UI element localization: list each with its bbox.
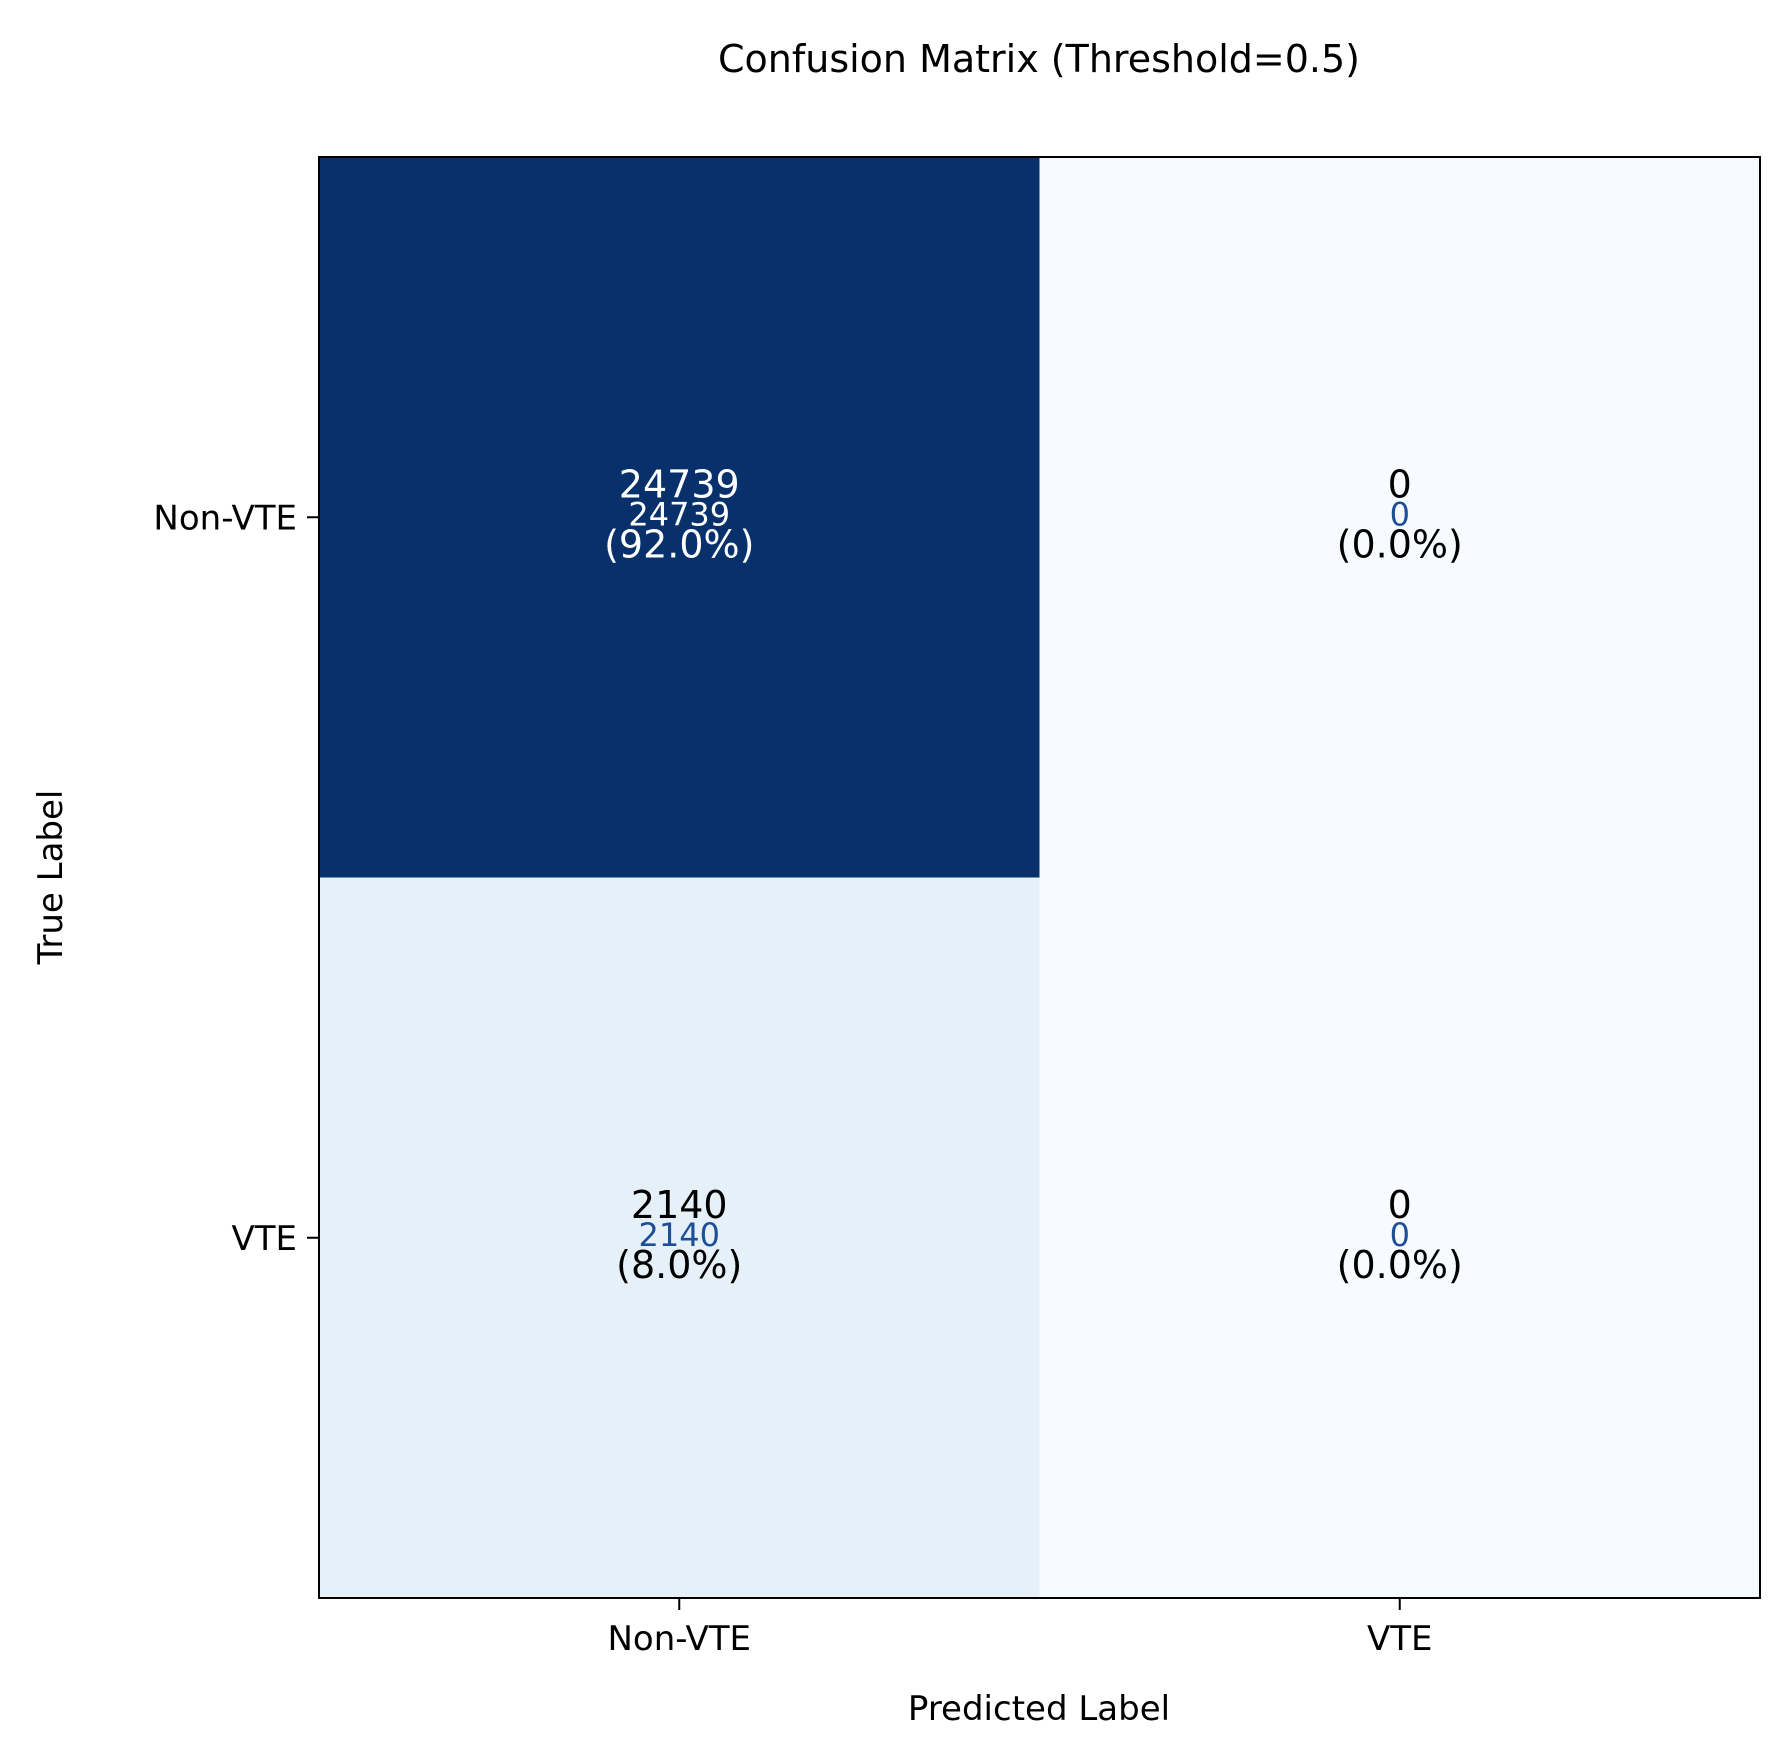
cell-count-label: 2140 bbox=[631, 1183, 728, 1227]
axis-ticks: Non-VTE VTE Non-VTE VTE bbox=[153, 498, 1432, 1659]
cell-overlay-count-label: 2140 bbox=[639, 1216, 720, 1254]
matrix-cell bbox=[319, 877, 1040, 1599]
x-tick-label: VTE bbox=[1367, 1619, 1433, 1659]
chart-title: Confusion Matrix (Threshold=0.5) bbox=[718, 37, 1360, 81]
matrix-cells bbox=[319, 157, 1761, 1599]
matrix-cell bbox=[1039, 877, 1761, 1599]
cell-overlay-count-label: 24739 bbox=[628, 495, 730, 533]
cell-percent-label: (0.0%) bbox=[1337, 1243, 1463, 1287]
cell-percent-label: (8.0%) bbox=[616, 1243, 742, 1287]
y-tick-label: VTE bbox=[231, 1219, 297, 1259]
cell-percent-label: (0.0%) bbox=[1337, 522, 1463, 566]
y-tick-label: Non-VTE bbox=[153, 498, 297, 538]
x-axis-label: Predicted Label bbox=[908, 1689, 1170, 1729]
cell-overlay-count-label: 0 bbox=[1390, 495, 1410, 533]
matrix-cell bbox=[1039, 157, 1761, 878]
cell-overlay-count-label: 0 bbox=[1390, 1216, 1410, 1254]
plot-frame bbox=[318, 156, 1761, 1599]
cell-count-label: 0 bbox=[1388, 1183, 1412, 1227]
cell-count-label: 24739 bbox=[619, 462, 740, 506]
y-axis-label: True Label bbox=[31, 790, 71, 966]
x-tick-label: Non-VTE bbox=[607, 1619, 751, 1659]
cell-percent-label: (92.0%) bbox=[604, 522, 754, 566]
matrix-cell-labels: 2473924739(92.0%)00(0.0%)21402140(8.0%)0… bbox=[604, 462, 1463, 1287]
cell-count-label: 0 bbox=[1388, 462, 1412, 506]
matrix-cell bbox=[319, 157, 1040, 878]
